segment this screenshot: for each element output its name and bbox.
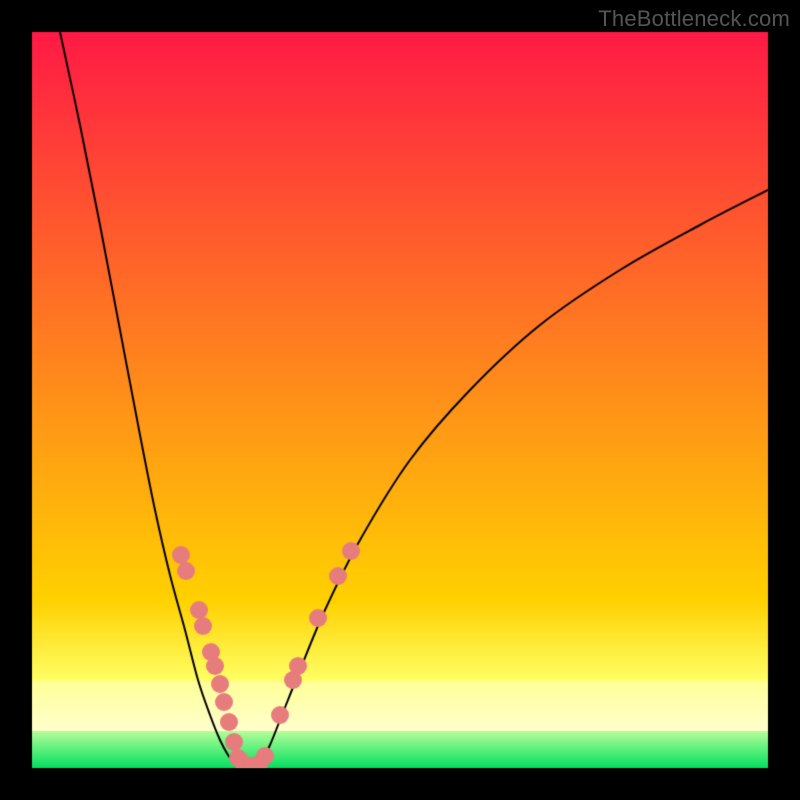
gradient-background	[0, 0, 800, 800]
watermark-text: TheBottleneck.com	[598, 6, 790, 32]
chart-container: TheBottleneck.com	[0, 0, 800, 800]
